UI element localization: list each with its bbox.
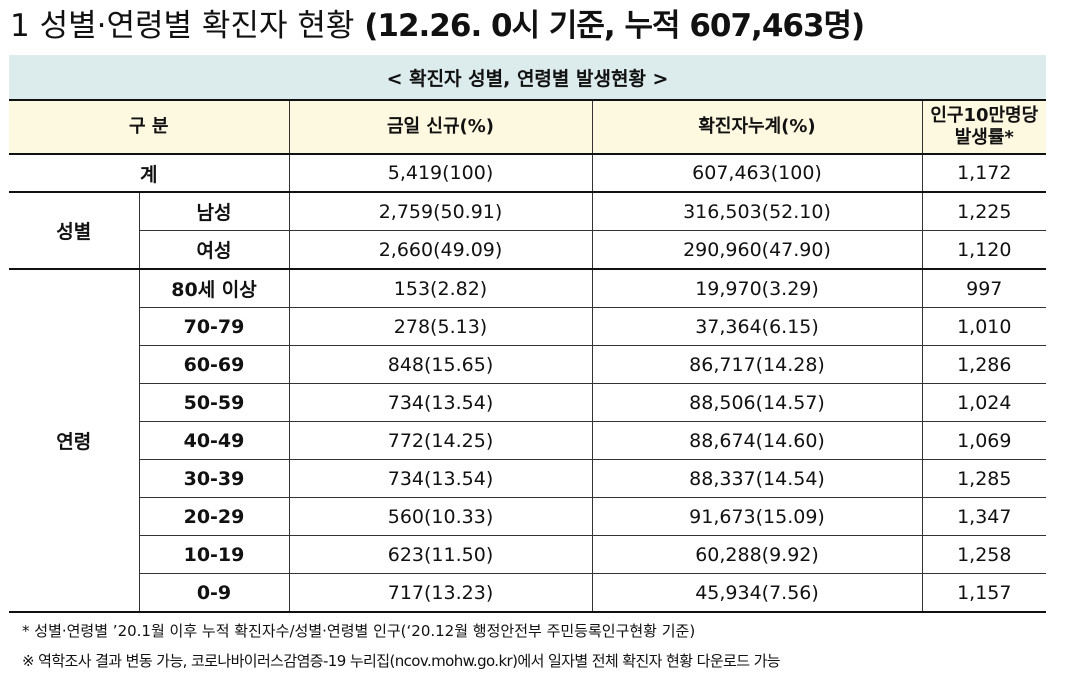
row-rate: 1,286 — [921, 345, 1047, 384]
row-rate: 1,258 — [921, 535, 1047, 574]
table-row: 30-39 734(13.54) 88,337(14.54) 1,285 — [9, 459, 1047, 498]
footnote-rate-definition: * 성별·연령별 ’20.1월 이후 누적 확진자수/성별·연령별 인구(‘20… — [22, 622, 696, 640]
row-cumulative: 86,717(14.28) — [591, 345, 922, 384]
row-rate: 1,024 — [921, 383, 1047, 422]
header-new-today: 금일 신규(%) — [288, 100, 592, 155]
row-label: 80세 이상 — [138, 269, 289, 308]
row-new-today: 717(13.23) — [288, 573, 592, 613]
table-row: 성별 남성 2,759(50.91) 316,503(52.10) 1,225 — [9, 192, 1047, 270]
row-cumulative: 45,934(7.56) — [591, 573, 922, 613]
row-rate: 997 — [921, 269, 1047, 308]
table-caption-row: < 확진자 성별, 연령별 발생현황 > — [9, 55, 1047, 101]
row-cumulative: 88,337(14.54) — [591, 459, 922, 498]
table-row: 여성 2,660(49.09) 290,960(47.90) 1,120 — [9, 230, 1047, 270]
row-new-today: 153(2.82) — [288, 269, 592, 308]
row-new-today: 623(11.50) — [288, 535, 592, 574]
table-row: 20-29 560(10.33) 91,673(15.09) 1,347 — [9, 497, 1047, 536]
age-group-label: 연령 — [9, 269, 139, 613]
header-cumulative: 확진자누계(%) — [591, 100, 922, 155]
sex-group-label: 성별 — [9, 192, 139, 270]
table-row: 40-49 772(14.25) 88,674(14.60) 1,069 — [9, 421, 1047, 460]
row-rate: 1,120 — [921, 230, 1047, 270]
row-new-today: 848(15.65) — [288, 345, 592, 384]
row-label: 70-79 — [138, 307, 289, 346]
table-header-row: 구 분 금일 신규(%) 확진자누계(%) 인구10만명당 발생률* — [9, 100, 1047, 155]
header-rate-line2: 발생률* — [954, 127, 1014, 148]
row-label: 여성 — [138, 230, 289, 270]
table-row-total: 계 5,419(100) 607,463(100) 1,172 — [9, 154, 1047, 193]
section-number: 1 — [10, 8, 30, 44]
row-rate: 1,010 — [921, 307, 1047, 346]
footnote-data-source: ※ 역학조사 결과 변동 가능, 코로나바이러스감염증-19 누리집(ncov.… — [22, 652, 781, 670]
row-cumulative: 91,673(15.09) — [591, 497, 922, 536]
row-new-today: 734(13.54) — [288, 383, 592, 422]
row-label: 60-69 — [138, 345, 289, 384]
row-label: 20-29 — [138, 497, 289, 536]
row-cumulative: 88,506(14.57) — [591, 383, 922, 422]
row-label: 10-19 — [138, 535, 289, 574]
total-rate: 1,172 — [921, 154, 1047, 193]
confirmed-cases-table: < 확진자 성별, 연령별 발생현황 > 구 분 금일 신규(%) 확진자누계(… — [9, 55, 1047, 613]
table-caption: < 확진자 성별, 연령별 발생현황 > — [9, 55, 1047, 101]
row-new-today: 2,759(50.91) — [288, 192, 592, 231]
section-title: 성별·연령별 확진자 현황 — [39, 8, 355, 44]
row-cumulative: 60,288(9.92) — [591, 535, 922, 574]
row-label: 50-59 — [138, 383, 289, 422]
row-cumulative: 290,960(47.90) — [591, 230, 922, 270]
row-new-today: 2,660(49.09) — [288, 230, 592, 270]
row-label: 30-39 — [138, 459, 289, 498]
total-new-today: 5,419(100) — [288, 154, 592, 193]
header-rate-line1: 인구10만명당 — [930, 105, 1039, 126]
row-label: 남성 — [138, 192, 289, 231]
row-label: 40-49 — [138, 421, 289, 460]
row-rate: 1,285 — [921, 459, 1047, 498]
row-rate: 1,225 — [921, 192, 1047, 231]
row-rate: 1,069 — [921, 421, 1047, 460]
row-new-today: 278(5.13) — [288, 307, 592, 346]
header-rate: 인구10만명당 발생률* — [921, 100, 1047, 155]
row-new-today: 560(10.33) — [288, 497, 592, 536]
page-title: 1 성별·연령별 확진자 현황 (12.26. 0시 기준, 누적 607,46… — [10, 2, 865, 50]
row-rate: 1,347 — [921, 497, 1047, 536]
row-new-today: 734(13.54) — [288, 459, 592, 498]
row-cumulative: 316,503(52.10) — [591, 192, 922, 231]
header-category: 구 분 — [9, 100, 289, 155]
row-new-today: 772(14.25) — [288, 421, 592, 460]
row-cumulative: 37,364(6.15) — [591, 307, 922, 346]
total-label: 계 — [9, 154, 289, 193]
section-subtitle: (12.26. 0시 기준, 누적 607,463명) — [364, 8, 865, 44]
total-cumulative: 607,463(100) — [591, 154, 922, 193]
row-rate: 1,157 — [921, 573, 1047, 613]
table-row: 10-19 623(11.50) 60,288(9.92) 1,258 — [9, 535, 1047, 574]
table-row: 연령 80세 이상 153(2.82) 19,970(3.29) 997 — [9, 269, 1047, 613]
row-cumulative: 19,970(3.29) — [591, 269, 922, 308]
table-row: 50-59 734(13.54) 88,506(14.57) 1,024 — [9, 383, 1047, 422]
table-row: 70-79 278(5.13) 37,364(6.15) 1,010 — [9, 307, 1047, 346]
table-row: 60-69 848(15.65) 86,717(14.28) 1,286 — [9, 345, 1047, 384]
row-cumulative: 88,674(14.60) — [591, 421, 922, 460]
table-row: 0-9 717(13.23) 45,934(7.56) 1,157 — [9, 573, 1047, 613]
row-label: 0-9 — [138, 573, 289, 613]
